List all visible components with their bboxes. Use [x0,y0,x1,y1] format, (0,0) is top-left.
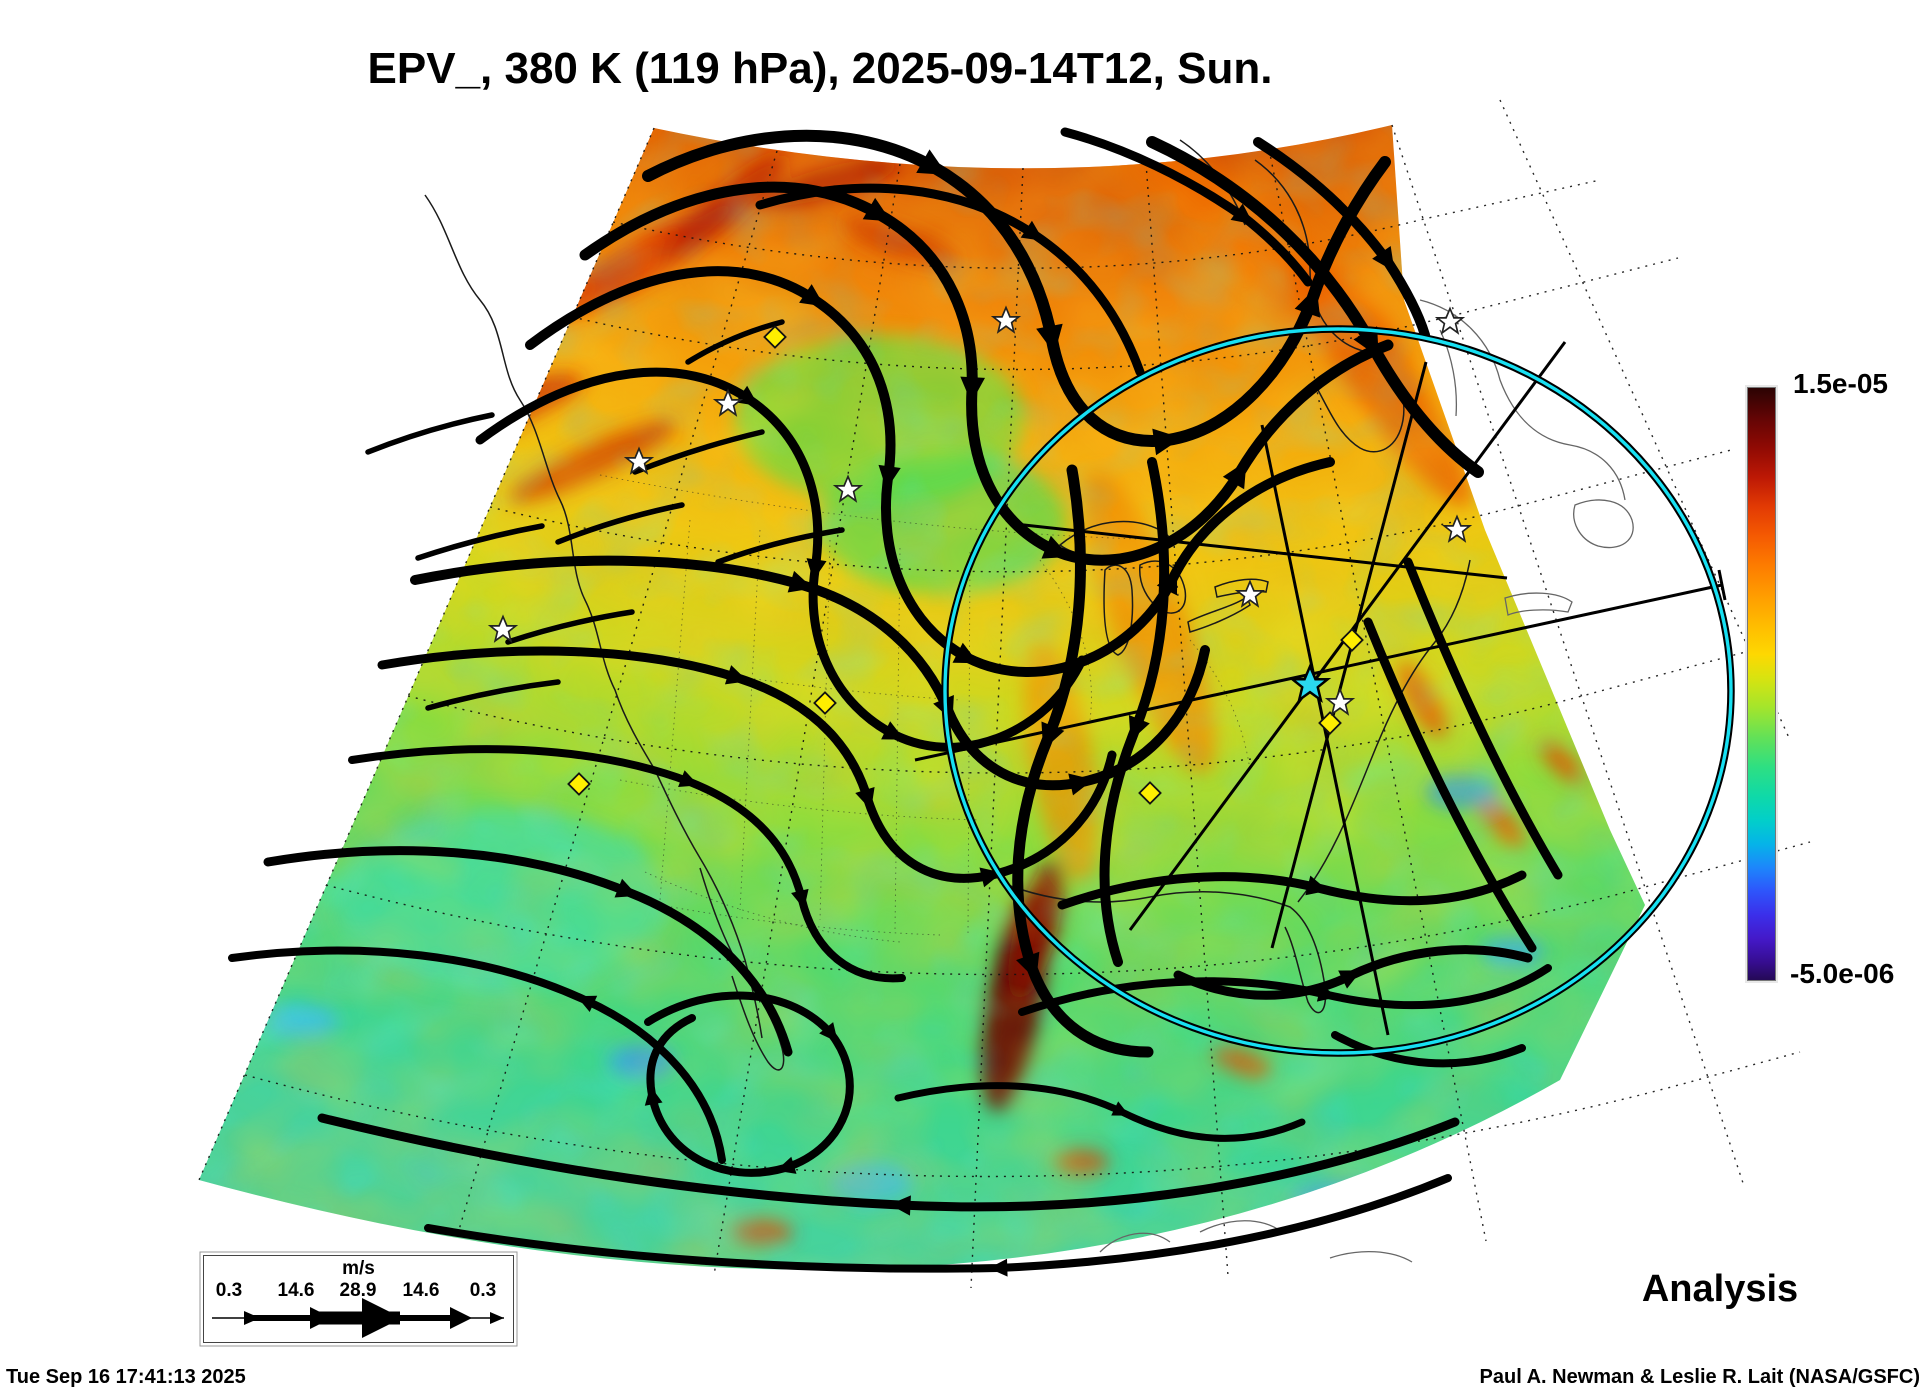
star-site-marker [712,388,744,417]
diamond-site-marker [813,691,837,715]
diamond-site-marker [1340,628,1364,652]
wind-streamlines [228,127,1563,1277]
range-circle-ring [943,327,1733,1055]
diamond-site-marker [1138,781,1162,805]
star-site-marker [487,614,519,643]
legend-units-label: m/s [342,1258,375,1279]
diamond-site-marker [763,325,787,349]
site-markers [487,305,1473,805]
weak-wind-streaks [365,319,845,711]
colorbar-max-label: 1.5e-05 [1793,368,1888,399]
credit-line: Paul A. Newman & Leslie R. Lait (NASA/GS… [1479,1366,1920,1388]
track-line [1260,424,1390,1036]
plot-title: EPV_, 380 K (119 hPa), 2025-09-14T12, Su… [367,44,1273,93]
track-line [1270,361,1428,949]
track-line [1014,522,1508,580]
star-site-marker [1434,306,1466,335]
star-site-marker [832,474,864,503]
star-site-marker [990,305,1022,334]
legend-arrow-scale [212,1298,504,1338]
legend-value: 14.6 [277,1280,315,1301]
star-site-marker [1441,514,1473,543]
legend-value: 0.3 [469,1280,497,1301]
star-site-marker [623,446,655,475]
epv-color-field [199,125,1645,1270]
coastlines-outside [1099,299,1634,1263]
star-site-marker [1234,579,1266,608]
diamond-site-marker [1318,711,1342,735]
diamond-site-marker [567,772,591,796]
legend-value: 14.6 [402,1280,440,1301]
colorbar-min-label: -5.0e-06 [1790,958,1895,989]
star-site-marker [1324,687,1356,716]
wind-speed-legend: m/s 0.3 14.6 28.9 14.6 0.3 [203,1255,514,1343]
creation-timestamp: Tue Sep 16 17:41:13 2025 [6,1366,246,1388]
legend-value: 28.9 [339,1280,377,1301]
analysis-label: Analysis [1641,1268,1799,1310]
track-line [914,583,1723,762]
track-line [1717,569,1727,601]
cyan-star-marker [1288,663,1332,704]
colorbar [1747,387,1776,981]
range-circle [941,325,1735,1057]
legend-value: 0.3 [215,1280,243,1301]
